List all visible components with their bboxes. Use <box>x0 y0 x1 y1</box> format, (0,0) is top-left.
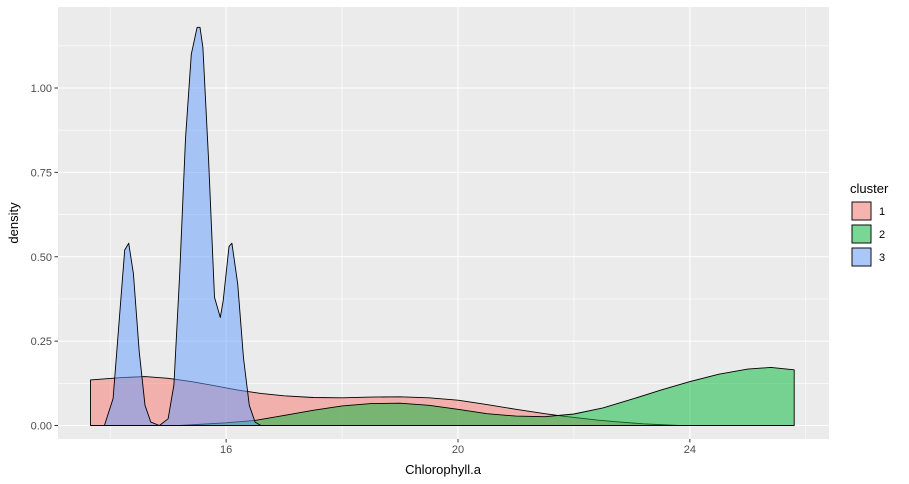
legend-swatch-cluster-1 <box>851 201 872 221</box>
x-axis-ticks: 16 20 24 <box>220 439 696 456</box>
y-tick-label: 0.25 <box>31 336 52 348</box>
legend: cluster 1 2 3 <box>850 181 889 267</box>
x-tick-label: 20 <box>452 444 464 456</box>
y-axis-ticks: 0.00 0.25 0.50 0.75 1.00 <box>31 83 58 433</box>
legend-title: cluster <box>850 181 889 196</box>
density-area-cluster-2 <box>179 366 795 426</box>
y-axis-title: density <box>6 202 21 244</box>
legend-swatch-cluster-2 <box>851 224 872 244</box>
y-tick-label: 0.75 <box>31 167 52 179</box>
legend-swatch-cluster-3 <box>851 247 872 267</box>
y-tick-label: 0.00 <box>31 421 52 433</box>
density-area-cluster-3 <box>103 26 262 426</box>
x-tick-label: 16 <box>220 444 232 456</box>
x-axis-title: Chlorophyll.a <box>405 462 482 477</box>
legend-label-cluster-3: 3 <box>879 252 885 264</box>
y-tick-label: 0.50 <box>31 252 52 264</box>
y-tick-label: 1.00 <box>31 83 52 95</box>
legend-label-cluster-2: 2 <box>879 229 885 241</box>
legend-label-cluster-1: 1 <box>879 206 885 218</box>
density-areas <box>90 26 795 426</box>
plot-panel <box>58 7 829 439</box>
x-tick-label: 24 <box>684 444 696 456</box>
